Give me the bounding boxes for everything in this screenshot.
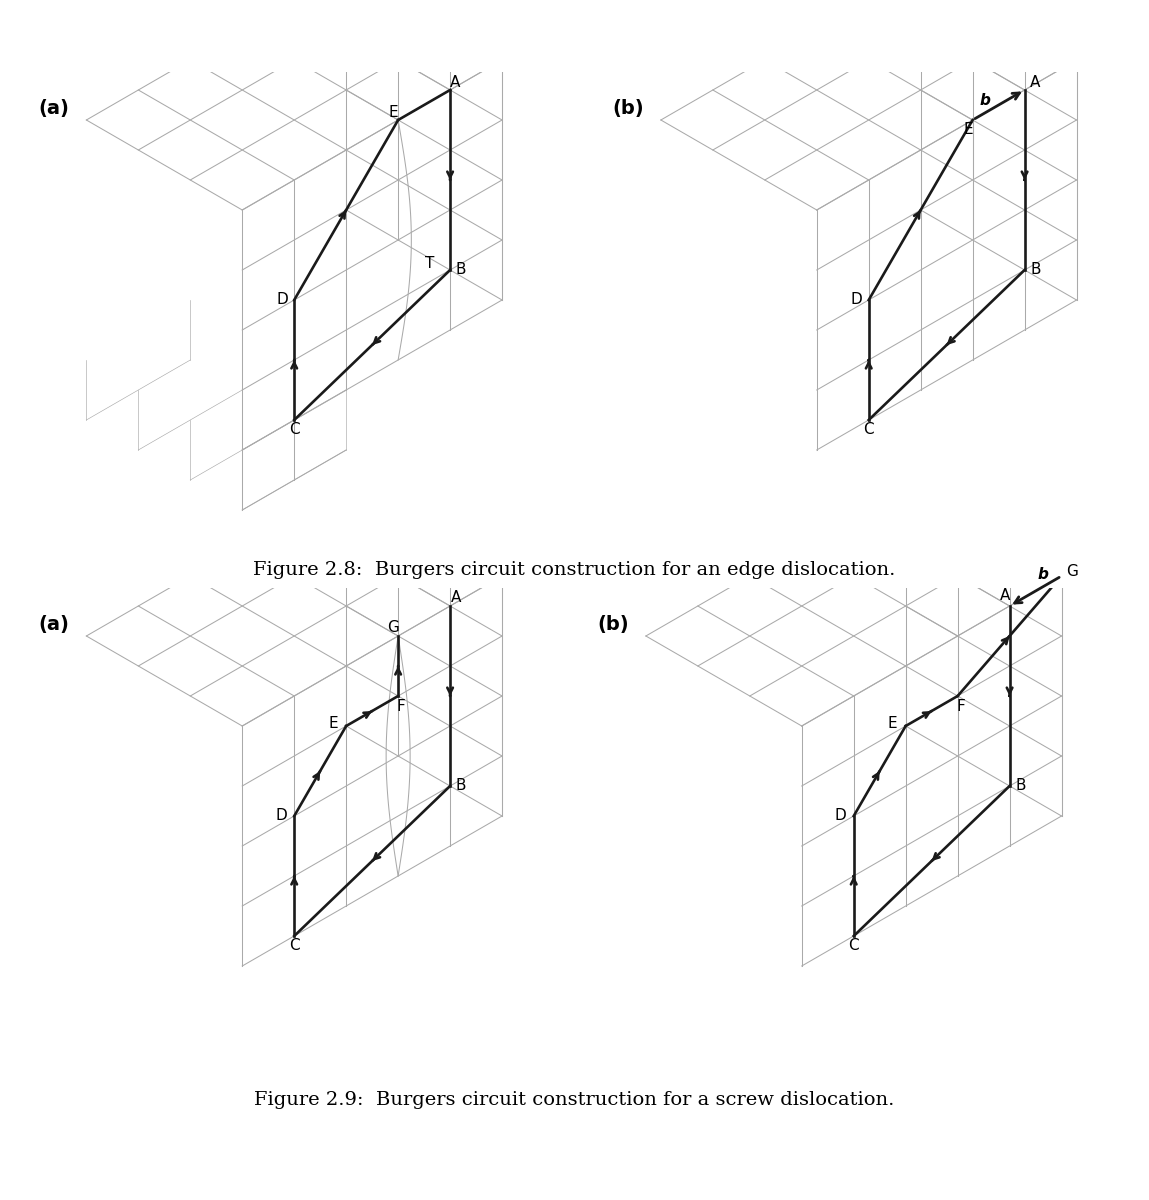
Text: B: B xyxy=(456,779,466,793)
Text: b: b xyxy=(980,92,990,108)
Text: A: A xyxy=(449,76,460,90)
Text: A: A xyxy=(450,589,461,605)
Text: D: D xyxy=(277,293,288,307)
Text: A: A xyxy=(1031,76,1041,90)
Text: T: T xyxy=(425,257,434,271)
Text: C: C xyxy=(848,938,859,953)
Text: F: F xyxy=(956,700,965,714)
Text: b: b xyxy=(1038,566,1049,582)
Text: D: D xyxy=(851,293,863,307)
Text: G: G xyxy=(387,619,399,635)
Text: E: E xyxy=(963,121,973,137)
Text: C: C xyxy=(288,421,300,437)
Text: (b): (b) xyxy=(612,98,645,118)
Text: B: B xyxy=(1031,263,1041,277)
Text: (b): (b) xyxy=(597,614,630,634)
Text: Figure 2.9:  Burgers circuit construction for a screw dislocation.: Figure 2.9: Burgers circuit construction… xyxy=(254,1092,895,1109)
Text: F: F xyxy=(396,700,406,714)
Text: A: A xyxy=(1000,588,1010,602)
Text: B: B xyxy=(1015,779,1026,793)
Text: G: G xyxy=(1066,564,1078,578)
Text: E: E xyxy=(329,715,338,731)
Text: (a): (a) xyxy=(38,98,69,118)
Text: D: D xyxy=(834,809,847,823)
Text: Figure 2.8:  Burgers circuit construction for an edge dislocation.: Figure 2.8: Burgers circuit construction… xyxy=(253,560,896,578)
Text: E: E xyxy=(888,715,897,731)
Text: E: E xyxy=(388,106,399,120)
Text: B: B xyxy=(456,263,466,277)
Text: D: D xyxy=(275,809,287,823)
Text: C: C xyxy=(288,938,300,953)
Text: (a): (a) xyxy=(38,614,69,634)
Text: C: C xyxy=(863,421,874,437)
